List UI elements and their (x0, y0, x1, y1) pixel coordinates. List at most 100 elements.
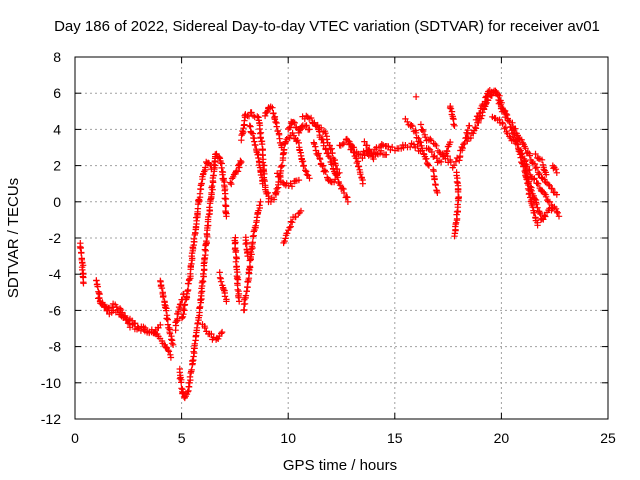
data-point-marker (555, 213, 563, 220)
data-point-marker (477, 115, 485, 122)
data-point-marker (319, 162, 327, 169)
data-point-marker (460, 141, 467, 148)
data-point-marker (456, 152, 464, 160)
data-point-marker (480, 102, 488, 109)
data-point-marker (532, 150, 539, 158)
data-point-marker (186, 373, 194, 381)
data-point-marker (303, 122, 310, 129)
data-point-marker (202, 164, 209, 171)
data-point-marker (434, 189, 441, 196)
data-point-marker (94, 283, 101, 290)
data-point-marker (412, 129, 420, 136)
data-point-marker (518, 136, 525, 143)
data-point-marker (532, 165, 539, 172)
data-point-marker (483, 93, 490, 100)
data-point-marker (472, 125, 480, 132)
data-point-marker (417, 121, 425, 128)
data-point-marker (255, 154, 262, 162)
data-point-marker (269, 104, 276, 111)
data-point-marker (453, 178, 461, 186)
data-point-marker (303, 112, 310, 120)
data-point-marker (272, 118, 279, 126)
x-tick-label: 20 (494, 430, 510, 446)
data-point-marker (361, 138, 368, 145)
data-point-marker (496, 99, 504, 106)
data-point-marker (259, 180, 266, 187)
x-tick-label: 25 (600, 430, 616, 446)
data-point-marker (553, 208, 560, 215)
data-point-marker (291, 119, 298, 127)
data-point-marker (220, 285, 227, 293)
data-point-marker (119, 309, 126, 316)
data-point-marker (452, 158, 460, 165)
data-point-marker (339, 185, 346, 192)
data-point-marker (286, 224, 293, 231)
data-point-marker (252, 142, 259, 149)
data-point-marker (189, 358, 196, 365)
data-point-marker (287, 180, 294, 187)
data-point-marker (196, 303, 204, 311)
x-tick-label: 5 (178, 430, 186, 446)
data-point-marker (236, 298, 243, 305)
y-tick-label: -12 (41, 411, 61, 427)
data-point-marker (80, 280, 87, 287)
data-point-marker (184, 388, 191, 395)
x-tick-label: 0 (71, 430, 79, 446)
data-point-marker (288, 183, 296, 190)
data-point-marker (278, 144, 285, 151)
data-point-marker (234, 286, 241, 293)
data-point-marker (207, 162, 214, 169)
data-point-marker (519, 139, 526, 147)
data-point-marker (164, 347, 172, 354)
data-point-marker (546, 198, 554, 206)
data-point-marker (254, 113, 261, 120)
data-point-marker (96, 294, 103, 301)
data-point-marker (270, 196, 278, 203)
data-point-marker (208, 330, 215, 338)
data-point-marker (287, 124, 294, 131)
y-tick-label: 4 (53, 121, 61, 137)
data-point-marker (470, 130, 477, 137)
data-point-marker (437, 158, 445, 166)
data-point-marker (315, 150, 322, 157)
data-point-marker (316, 155, 324, 163)
data-point-marker (409, 123, 416, 130)
data-point-marker (424, 161, 432, 168)
data-point-marker (423, 155, 430, 162)
data-point-marker (218, 330, 225, 337)
data-point-marker (249, 233, 257, 240)
data-point-marker (553, 169, 560, 176)
data-point-marker (78, 249, 85, 257)
data-point-marker (93, 277, 100, 284)
data-point-marker (248, 129, 255, 136)
data-point-marker (237, 157, 244, 164)
data-point-marker (339, 141, 346, 148)
x-tick-label: 10 (280, 430, 296, 446)
data-point-marker (433, 142, 440, 149)
data-point-marker (201, 324, 209, 332)
data-point-marker (168, 336, 175, 343)
data-point-marker (289, 219, 296, 226)
data-point-marker (536, 170, 543, 177)
data-point-marker (363, 142, 371, 149)
data-point-marker (297, 207, 305, 215)
data-point-marker (302, 167, 309, 174)
data-point-marker (123, 316, 131, 324)
data-point-marker (223, 213, 230, 220)
data-point-marker (407, 143, 414, 151)
y-tick-label: -8 (49, 339, 62, 355)
data-point-marker (447, 105, 455, 112)
data-point-marker (249, 239, 256, 246)
data-point-marker (104, 307, 111, 314)
data-point-marker (227, 179, 234, 186)
data-point-marker (168, 340, 176, 347)
data-point-marker (295, 129, 303, 137)
data-point-marker (157, 281, 165, 289)
data-point-marker (162, 304, 169, 311)
data-point-marker (79, 273, 87, 280)
data-point-marker (323, 136, 331, 143)
data-point-marker (344, 198, 352, 205)
y-tick-label: -6 (49, 302, 62, 318)
data-point-marker (242, 240, 249, 248)
